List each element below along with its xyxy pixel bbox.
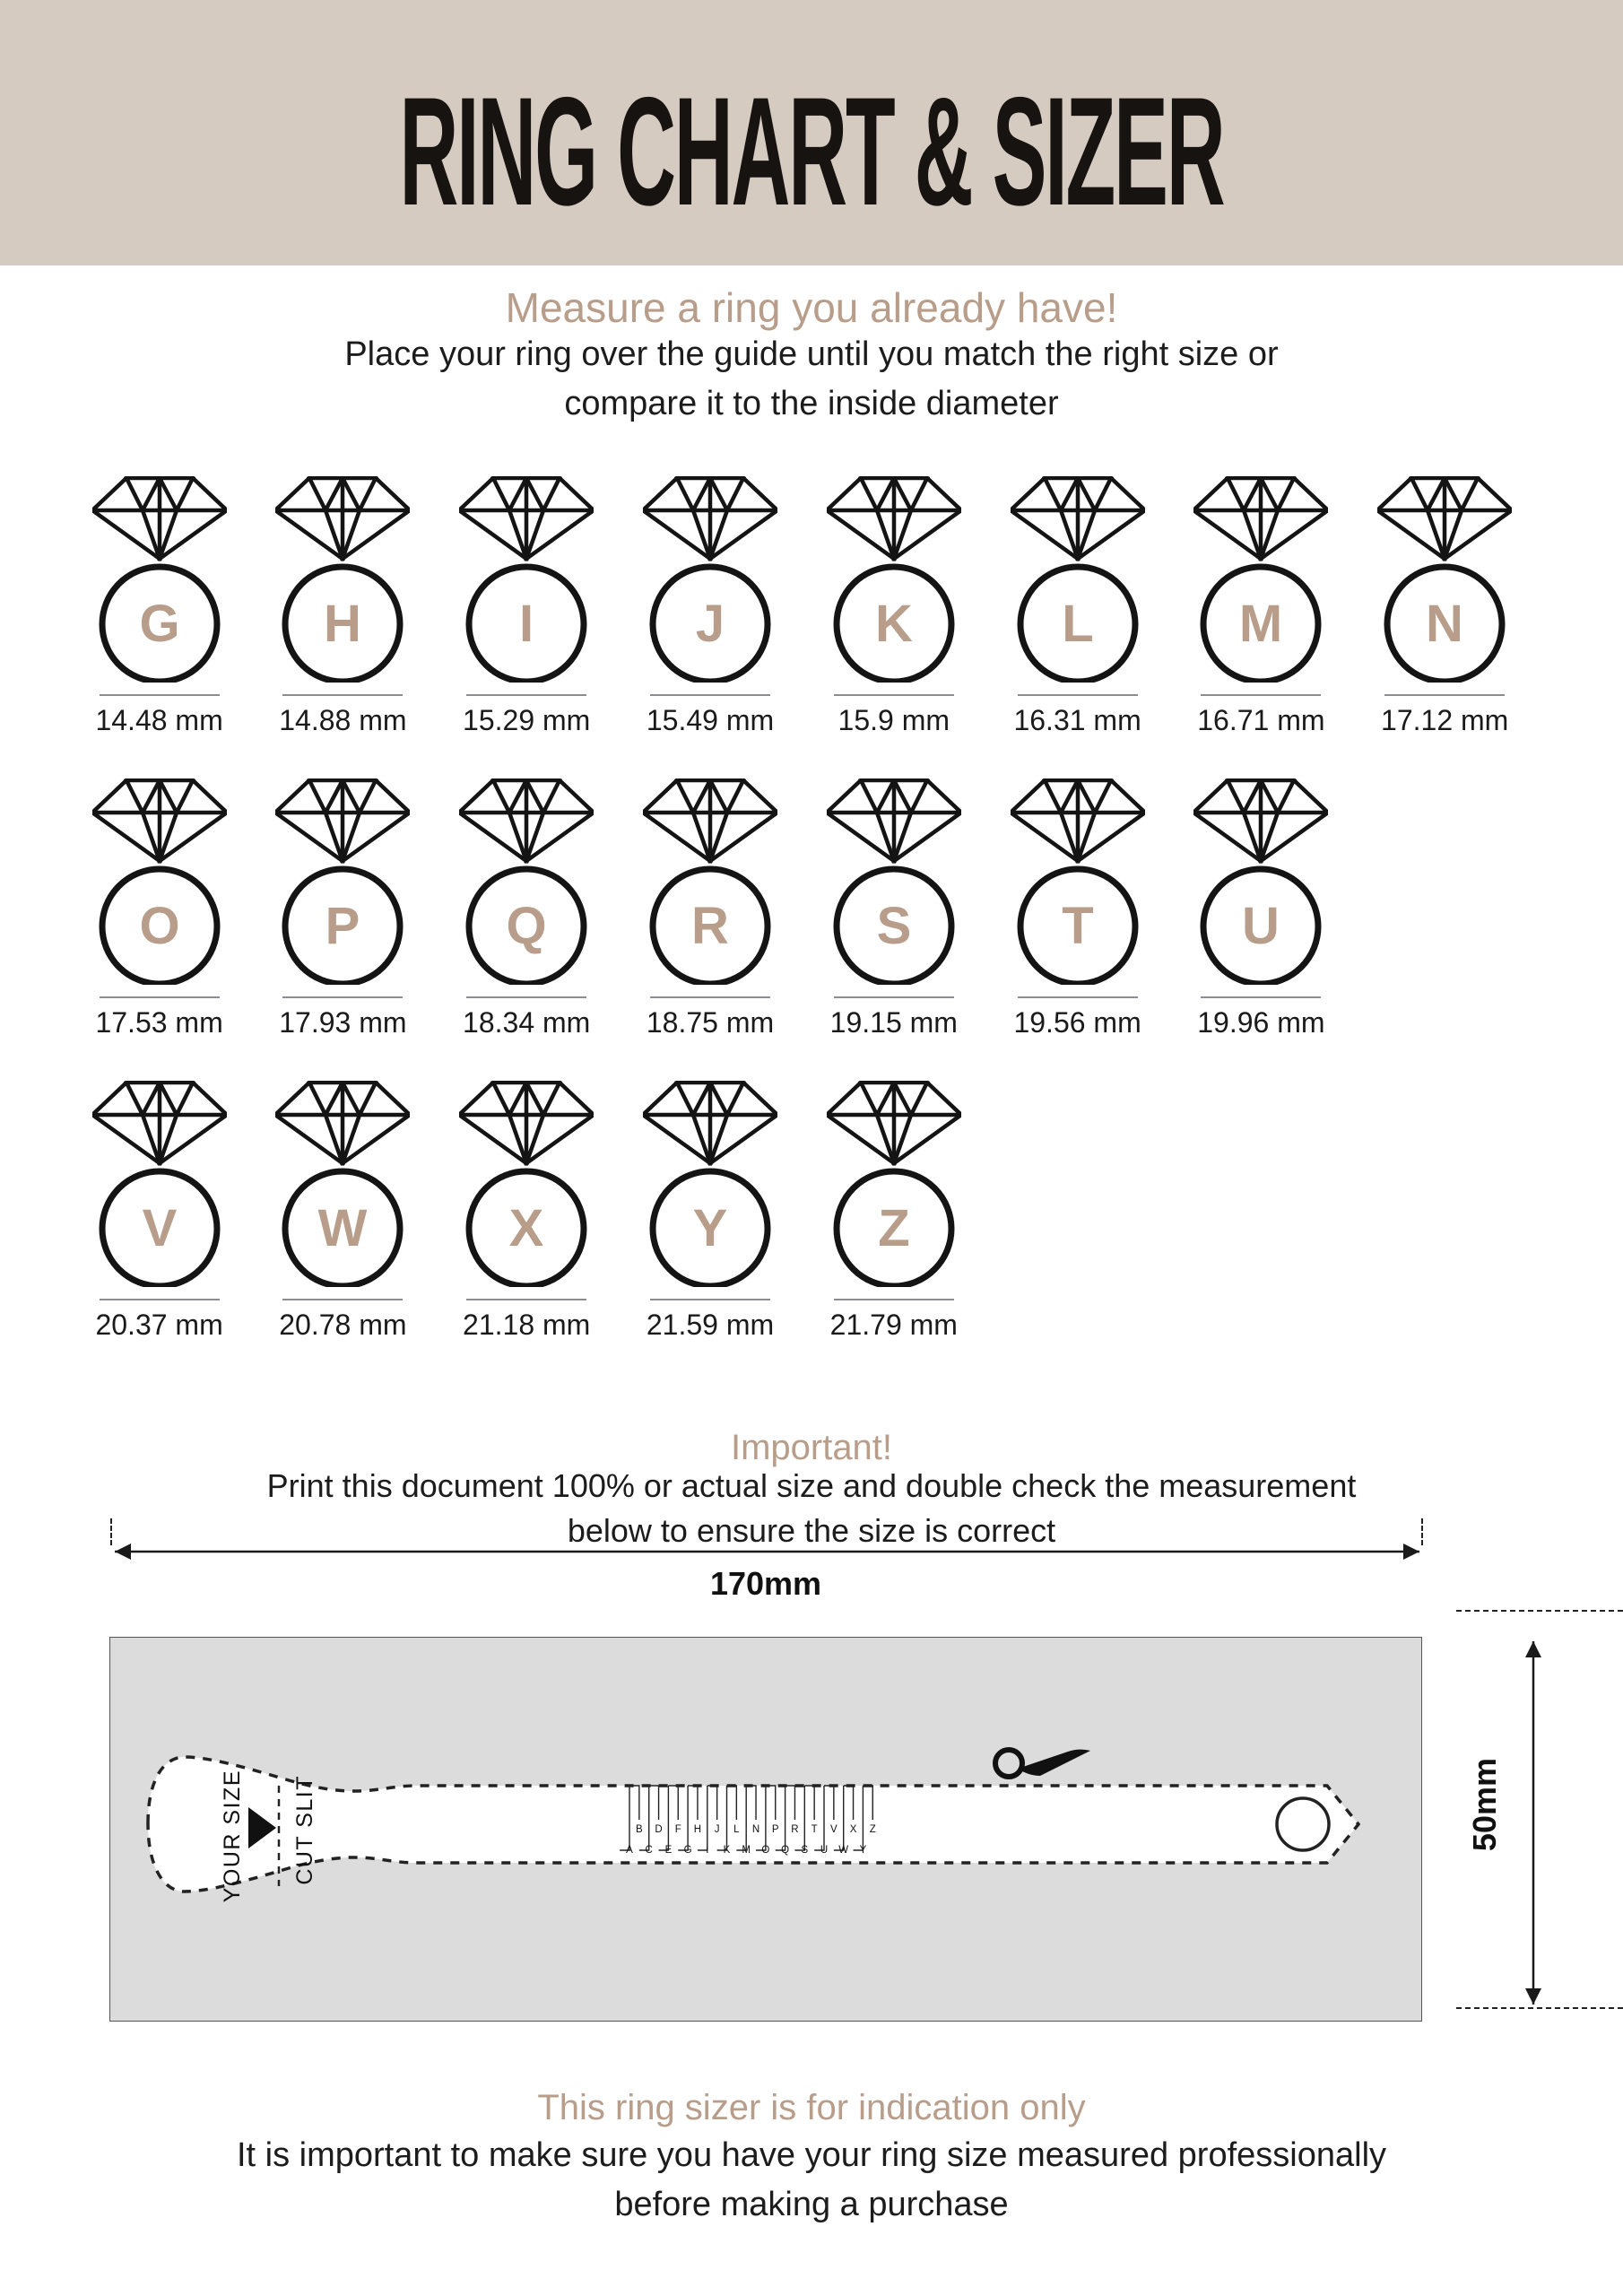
svg-text:O: O — [139, 897, 179, 955]
svg-text:Q: Q — [507, 897, 547, 955]
svg-text:G: G — [139, 595, 179, 653]
svg-text:T: T — [812, 1824, 818, 1835]
svg-text:R: R — [691, 897, 729, 955]
svg-text:C: C — [646, 1845, 653, 1856]
svg-text:B: B — [636, 1824, 643, 1835]
svg-text:X: X — [509, 1199, 544, 1257]
svg-text:Y: Y — [860, 1845, 867, 1856]
svg-text:N: N — [752, 1824, 759, 1835]
svg-text:W: W — [838, 1845, 848, 1856]
svg-text:A: A — [626, 1845, 633, 1856]
svg-text:K: K — [875, 595, 913, 653]
svg-text:Q: Q — [781, 1845, 789, 1856]
svg-text:R: R — [791, 1824, 798, 1835]
svg-text:M: M — [1239, 595, 1282, 653]
svg-text:G: G — [684, 1845, 692, 1856]
svg-text:M: M — [742, 1845, 751, 1856]
svg-text:S: S — [801, 1845, 808, 1856]
svg-text:Y: Y — [693, 1199, 728, 1257]
svg-text:K: K — [724, 1845, 731, 1856]
svg-text:O: O — [761, 1845, 769, 1856]
svg-text:L: L — [733, 1824, 740, 1835]
svg-text:N: N — [1426, 595, 1463, 653]
svg-text:J: J — [696, 595, 725, 653]
svg-text:F: F — [675, 1824, 681, 1835]
svg-text:V: V — [830, 1824, 838, 1835]
svg-text:T: T — [1062, 897, 1093, 955]
svg-text:P: P — [325, 897, 360, 955]
svg-text:E: E — [665, 1845, 673, 1856]
svg-text:H: H — [694, 1824, 701, 1835]
svg-text:L: L — [1062, 595, 1093, 653]
svg-text:D: D — [655, 1824, 662, 1835]
svg-text:W: W — [318, 1199, 368, 1257]
svg-text:V: V — [142, 1199, 177, 1257]
svg-text:U: U — [1242, 897, 1280, 955]
svg-text:P: P — [772, 1824, 779, 1835]
svg-text:J: J — [715, 1824, 720, 1835]
svg-text:H: H — [324, 595, 361, 653]
svg-text:I: I — [519, 595, 534, 653]
svg-text:Z: Z — [878, 1199, 909, 1257]
svg-text:S: S — [876, 897, 911, 955]
svg-text:U: U — [820, 1845, 828, 1856]
svg-text:X: X — [850, 1824, 857, 1835]
svg-text:I: I — [706, 1845, 708, 1856]
svg-text:Z: Z — [870, 1824, 876, 1835]
